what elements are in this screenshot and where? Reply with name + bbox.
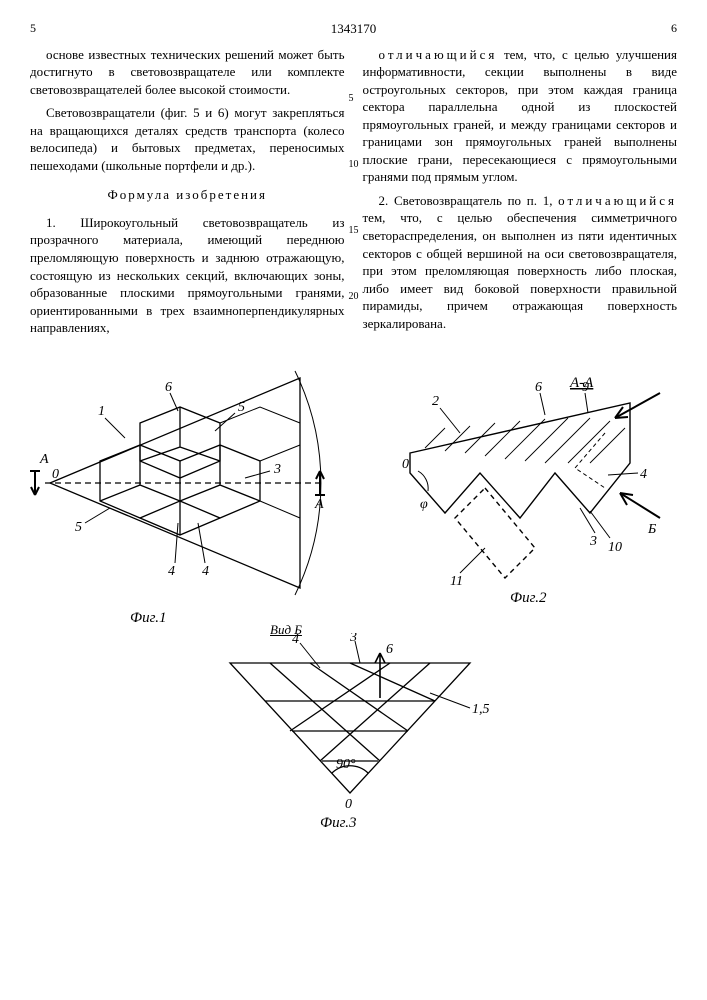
fig2-svg: 0 2 6 9 4 3 10 11 φ Б А-А: [390, 373, 670, 603]
col-num-right: 6: [671, 20, 677, 38]
left-p3: 1. Широкоугольный световозвращатель из п…: [30, 214, 345, 337]
fig1-A2: A: [314, 497, 324, 512]
right-p2b: отличающийся: [558, 193, 677, 208]
fig3-0: 0: [345, 797, 352, 812]
fig1-4b: 4: [202, 564, 209, 579]
line-num-10: 10: [349, 158, 359, 172]
fig1-6: 6: [165, 380, 172, 395]
fig1-A: A: [39, 452, 49, 467]
right-p2: 2. Световозвращатель по п. 1, отличающий…: [363, 192, 678, 332]
fig2-B: Б: [647, 522, 656, 537]
fig2-label: Фиг.2: [510, 588, 546, 608]
right-p1b: тем, что, с целью улучшения информативно…: [363, 47, 678, 185]
formula-heading: Формула изобретения: [30, 186, 345, 204]
right-p2a: 2. Световозвращатель по п. 1,: [379, 193, 559, 208]
fig1-3: 3: [273, 462, 281, 477]
fig2-4: 4: [640, 467, 647, 482]
figures-region: A A 0 1 6 5 3 5 4 4 Фиг.1: [30, 363, 677, 823]
fig1-4a: 4: [168, 564, 175, 579]
fig3-view: Вид Б: [270, 621, 302, 639]
fig3-6: 6: [386, 642, 393, 657]
right-p1: отличающийся тем, что, с целью улучшения…: [363, 46, 678, 186]
right-column: 5 10 15 20 отличающийся тем, что, с цель…: [363, 46, 678, 343]
fig2-0: 0: [402, 457, 409, 472]
fig1-5b: 5: [75, 520, 82, 535]
fig2-10: 10: [608, 540, 622, 555]
fig2-phi: φ: [420, 497, 428, 512]
line-num-5: 5: [349, 92, 354, 106]
fig1-label: Фиг.1: [130, 608, 166, 628]
fig3-3: 3: [349, 633, 357, 645]
fig1-svg: A A 0 1 6 5 3 5 4 4: [30, 363, 330, 613]
fig3-ang: 90°: [336, 757, 356, 772]
fig2-2: 2: [432, 394, 439, 409]
fig3-label: Фиг.3: [320, 813, 356, 833]
fig1-0: 0: [52, 467, 59, 482]
fig1-1: 1: [98, 404, 105, 419]
doc-number: 1343170: [36, 20, 671, 38]
line-num-15: 15: [349, 224, 359, 238]
right-p1a: отличающийся: [379, 47, 498, 62]
fig2-3: 3: [589, 534, 597, 549]
left-p1: основе известных технических решений мож…: [30, 46, 345, 99]
left-p2: Световозвращатели (фиг. 5 и 6) могут зак…: [30, 104, 345, 174]
fig2-6: 6: [535, 380, 542, 395]
right-p2c: тем, что, с целью обеспечения симметричн…: [363, 210, 678, 330]
fig1-5t: 5: [238, 400, 245, 415]
left-column: основе известных технических решений мож…: [30, 46, 345, 343]
fig3-15: 1,5: [472, 702, 490, 717]
fig2-11: 11: [450, 574, 463, 589]
line-num-20: 20: [349, 290, 359, 304]
fig3-svg: 4 3 6 1,5 90° 0: [210, 633, 490, 823]
fig2-section: А-А: [569, 375, 594, 391]
